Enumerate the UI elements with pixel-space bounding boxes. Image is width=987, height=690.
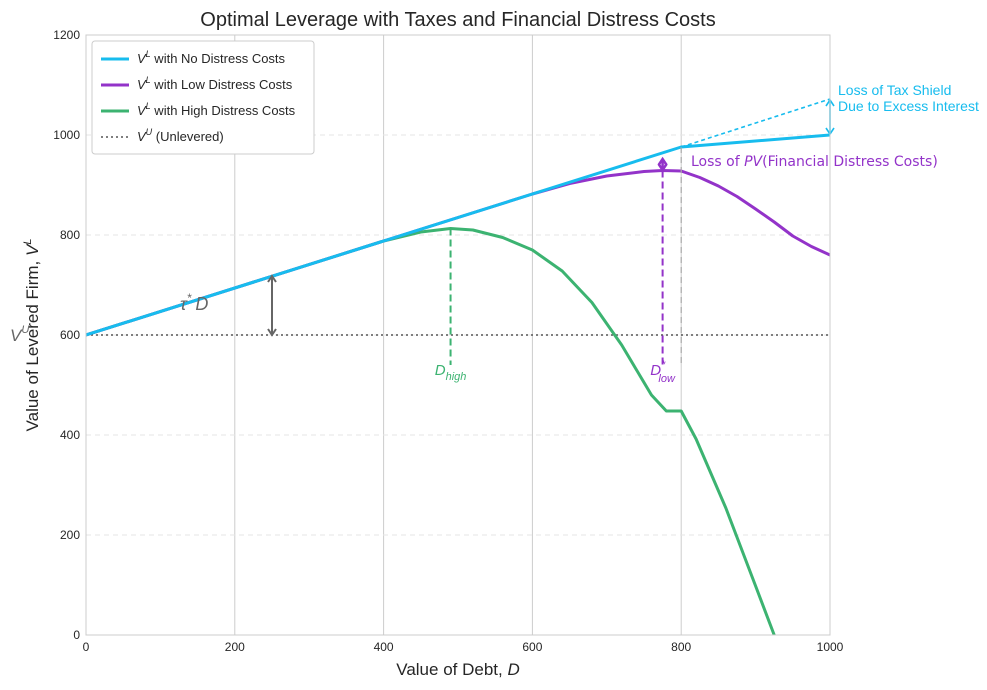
distress-text: Loss of PV(Financial Distress Costs) xyxy=(691,154,938,170)
tax-shield-text-2: Due to Excess Interest xyxy=(838,98,979,114)
label-d-high: Dhigh xyxy=(435,362,467,383)
y-axis-label: Value of Levered Firm, VL xyxy=(22,239,42,432)
x-tick-label: 400 xyxy=(374,640,394,654)
y-tick-label: 400 xyxy=(60,428,80,442)
x-tick-label: 0 xyxy=(83,640,90,654)
y-tick-label: 1000 xyxy=(53,128,80,142)
vu-label: VU xyxy=(10,324,29,345)
x-axis-label-main: Value of Debt, xyxy=(396,660,507,679)
chart-title: Optimal Leverage with Taxes and Financia… xyxy=(200,9,715,31)
x-tick-label: 600 xyxy=(522,640,542,654)
x-axis-label-var: D xyxy=(507,660,519,679)
y-axis-label-var: V xyxy=(23,243,42,256)
y-tick-label: 0 xyxy=(73,628,80,642)
legend-label-1: VL with Low Distress Costs xyxy=(137,75,293,92)
label-d-low: D* low xyxy=(650,359,676,385)
y-tick-label: 800 xyxy=(60,228,80,242)
x-tick-label: 800 xyxy=(671,640,691,654)
x-tick-label: 200 xyxy=(225,640,245,654)
y-tick-label: 1200 xyxy=(53,28,80,42)
tax-shield-extension xyxy=(680,98,831,148)
tau-d-arrow xyxy=(267,274,277,337)
legend-box xyxy=(91,40,315,155)
tax-shield-text-1: Loss of Tax Shield xyxy=(838,82,951,98)
y-tick-label: 600 xyxy=(60,328,80,342)
legend: VL with No Distress Costs VL with Low Dis… xyxy=(91,40,315,155)
legend-label-3: VU (Unlevered) xyxy=(137,127,224,144)
tau-d-label: τ* D xyxy=(180,291,208,314)
legend-label-2: VL with High Distress Costs xyxy=(137,101,296,118)
y-axis-label-main: Value of Levered Firm, xyxy=(23,256,42,431)
y-axis-label-sup: L xyxy=(22,239,34,245)
ticks: 0 200 400 600 800 1000 0 200 400 600 800 1000 1200 xyxy=(53,28,843,654)
y-tick-label: 200 xyxy=(60,528,80,542)
plot-frame xyxy=(85,34,831,636)
x-tick-label: 1000 xyxy=(817,640,844,654)
legend-label-0: VL with No Distress Costs xyxy=(137,49,286,66)
x-axis-label: Value of Debt, D xyxy=(396,660,519,679)
distress-arrow xyxy=(657,156,668,173)
